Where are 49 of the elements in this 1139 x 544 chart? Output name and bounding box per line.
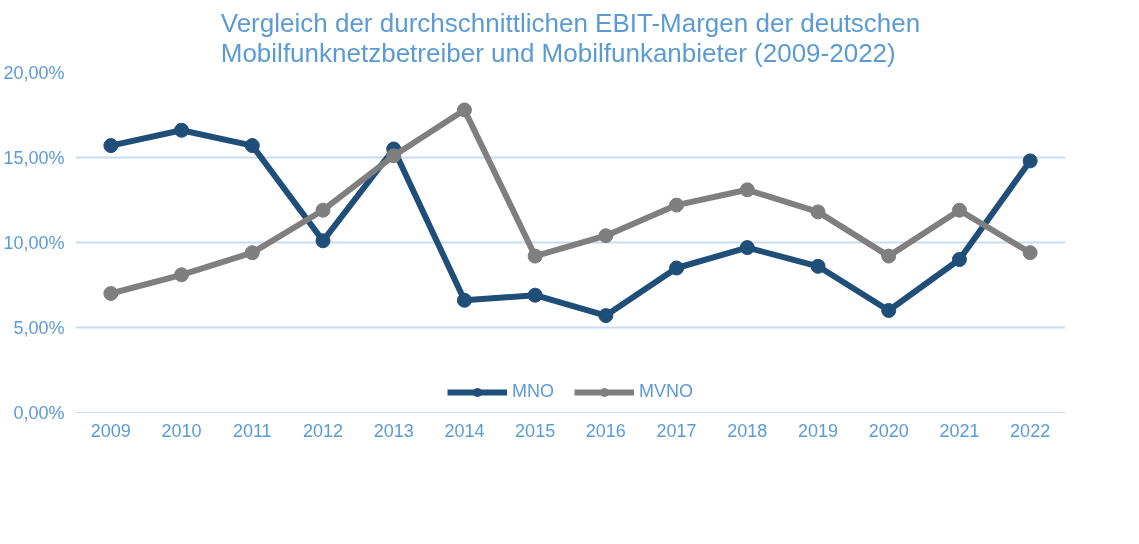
point [315, 202, 331, 218]
x-tick-label: 2018 [727, 420, 768, 441]
point [1022, 153, 1038, 169]
point [527, 287, 543, 303]
point [739, 240, 755, 256]
x-tick-label: 2015 [515, 420, 556, 441]
point [810, 204, 826, 220]
point [951, 252, 967, 267]
chart-title: Vergleich der durchschnittlichen EBIT-Margen der deutschen Mobilfunknetzbetreiber und Mobilfunkanbieter (2009-2022) [220, 7, 921, 68]
y-tick-label: 15,00% [3, 147, 65, 168]
point [881, 248, 897, 264]
point [951, 202, 967, 218]
y-tick-label: 5,00% [13, 317, 65, 338]
point [244, 138, 260, 154]
point [103, 286, 119, 301]
point [810, 258, 826, 274]
legend-label: MNO [512, 381, 554, 402]
point [598, 228, 614, 244]
point [669, 260, 685, 276]
point [527, 248, 543, 264]
x-tick-label: 2021 [939, 420, 980, 441]
point [669, 197, 685, 213]
x-tick-label: 2019 [797, 420, 839, 441]
point [456, 292, 472, 308]
x-tick-label: 2011 [232, 420, 272, 441]
x-tick-label: 2017 [656, 420, 697, 441]
point [598, 308, 614, 324]
x-tick-label: 2013 [373, 420, 414, 441]
y-tick-label: 20,00% [3, 62, 65, 83]
x-tick-label: 2020 [868, 420, 909, 441]
point [386, 148, 402, 164]
point [1022, 245, 1038, 261]
y-tick-label: 10,00% [3, 232, 65, 253]
y-tick-label: 0,00% [13, 402, 65, 423]
x-tick-label: 2014 [444, 420, 485, 441]
x-tick-label: 2022 [1010, 420, 1051, 441]
point [739, 182, 755, 198]
point [174, 122, 190, 138]
point [881, 303, 897, 318]
point [103, 138, 119, 154]
point [174, 267, 190, 283]
x-tick-label: 2009 [90, 420, 131, 441]
x-tick-label: 2016 [585, 420, 626, 441]
point [315, 233, 331, 249]
x-tick-label: 2010 [161, 420, 202, 441]
point [456, 102, 472, 118]
point [244, 245, 260, 261]
x-tick-label: 2012 [302, 420, 344, 441]
legend-label: MVNO [639, 381, 693, 402]
